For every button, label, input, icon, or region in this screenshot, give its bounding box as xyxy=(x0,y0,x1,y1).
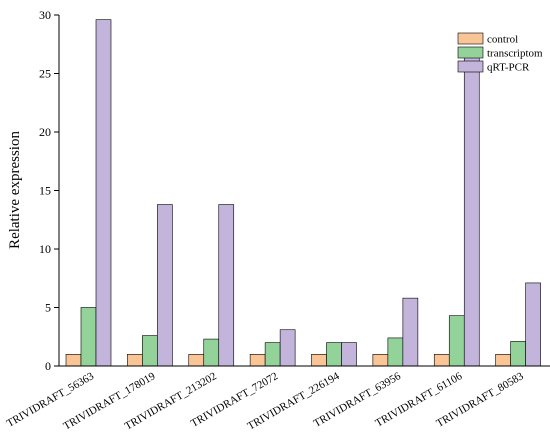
y-axis-title: Relative expression xyxy=(7,131,23,249)
bar-qrt-pcr-4 xyxy=(279,329,296,367)
bar-transcriptom-3 xyxy=(203,338,220,367)
legend-swatch-control xyxy=(457,32,484,45)
legend-swatch-transcriptom xyxy=(457,46,484,59)
bar-control-4 xyxy=(249,353,266,367)
y-tick-label: 25 xyxy=(39,67,51,81)
bar-qrt-pcr-8 xyxy=(525,282,541,367)
bar-transcriptom-7 xyxy=(448,315,465,367)
y-tick-label: 5 xyxy=(45,301,51,315)
legend-label: qRT-PCR xyxy=(487,62,530,74)
y-tick-label: 30 xyxy=(39,8,51,22)
bar-transcriptom-1 xyxy=(80,307,97,367)
legend: control transcriptom qRT-PCR xyxy=(457,32,543,74)
bar-qrt-pcr-3 xyxy=(218,204,235,367)
bar-qrt-pcr-2 xyxy=(157,204,173,367)
bar-control-3 xyxy=(188,353,205,367)
bar-control-6 xyxy=(372,353,389,367)
legend-label: control xyxy=(487,34,518,46)
bar-transcriptom-4 xyxy=(264,342,281,367)
bar-qrt-pcr-1 xyxy=(95,19,112,367)
bar-control-5 xyxy=(311,353,327,367)
bars-layer xyxy=(65,19,541,367)
bar-transcriptom-6 xyxy=(387,337,404,367)
bar-control-7 xyxy=(433,353,450,367)
bar-transcriptom-2 xyxy=(142,335,158,367)
bar-qrt-pcr-5 xyxy=(341,342,357,367)
legend-label: transcriptom xyxy=(487,48,543,60)
y-tick-label: 0 xyxy=(45,359,51,373)
y-tick-label: 10 xyxy=(39,242,51,256)
bar-control-8 xyxy=(495,353,511,367)
bar-control-2 xyxy=(127,353,143,367)
y-tick-label: 15 xyxy=(39,184,51,198)
bar-control-1 xyxy=(65,353,82,367)
legend-swatch-qrt-pcr xyxy=(457,60,484,73)
bar-qrt-pcr-6 xyxy=(402,297,419,367)
y-axis-ticks: 0 5 10 15 20 25 30 xyxy=(39,8,59,373)
y-tick-label: 20 xyxy=(39,125,51,139)
bar-transcriptom-8 xyxy=(510,341,526,367)
x-axis-category-labels: TRIVIDRAFT_56363TRIVIDRAFT_178019TRIVIDR… xyxy=(5,370,526,433)
bar-qrt-pcr-7 xyxy=(463,55,480,367)
bar-transcriptom-5 xyxy=(326,342,342,367)
